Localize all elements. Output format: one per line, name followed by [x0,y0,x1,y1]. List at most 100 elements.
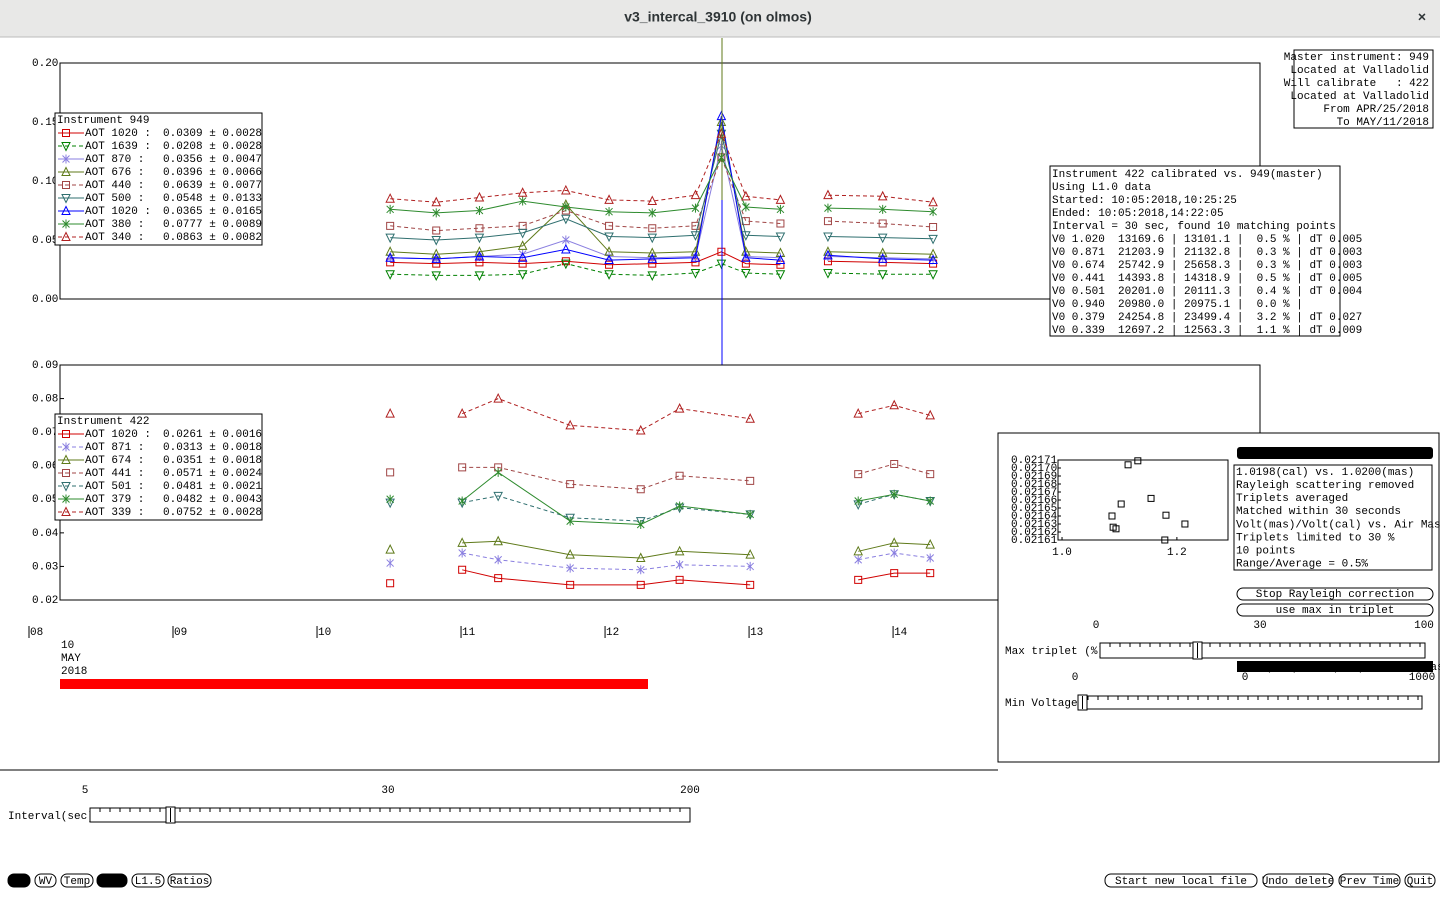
marker [889,537,900,547]
toolbar-button[interactable] [7,873,31,888]
marker [386,494,395,504]
toolbar-button-label[interactable]: Start new local file [1115,876,1247,888]
toolbar-button-label[interactable]: Prev Time [1340,876,1399,888]
marker [431,253,442,263]
legend-name: AOT 379 : [85,494,144,506]
toolbar-button[interactable] [34,873,57,888]
x-tick-label: 13 [750,627,763,639]
toolbar-button[interactable] [60,873,94,888]
legend-name: AOT 1020 : [85,128,151,140]
marker [890,460,899,469]
legend-stat: 0.0571 ± 0.0024 [163,468,262,480]
calib-line: Started: 10:05:2018,10:25:25 [1052,195,1237,207]
panel-button[interactable] [1236,603,1434,617]
info-line: 1.0198(cal) vs. 1.0200(mas) [1236,467,1414,479]
toolbar-button-label[interactable]: Quit [1407,876,1433,888]
close-button[interactable]: × [1418,9,1426,25]
marker [62,494,70,504]
toolbar-button-label[interactable]: L1.5 [135,876,161,888]
y-tick-label: 0.20 [32,58,58,70]
master-info: Located at Valladolid [1290,91,1429,103]
marker [877,270,888,280]
legend-stat: 0.0863 ± 0.0082 [163,232,262,244]
marker [890,569,899,578]
marker [717,247,726,256]
marker [62,154,70,164]
series-line [390,121,934,255]
toolbar-button-label[interactable]: Undo delete [1262,876,1335,888]
x-tick-label: 08 [30,627,43,639]
slider-scale: 30 [381,785,394,797]
marker [386,204,395,214]
slider-track[interactable] [1099,642,1426,659]
toolbar-button-label[interactable]: Ratios [170,876,210,888]
master-info: Master instrument: 949 [1284,52,1429,64]
info-line: Volt(mas)/Volt(cal) vs. Air Mass [1236,519,1440,531]
marker [691,203,700,213]
marker [746,561,755,571]
marker [854,496,863,506]
toolbar-button[interactable] [1338,873,1401,888]
x-tick-label: 1.0 [1052,547,1072,559]
marker [690,269,701,279]
marker [746,509,755,519]
y-tick-label: 0.02163 [1011,519,1057,531]
marker [385,270,395,280]
toolbar-button[interactable] [1262,873,1334,888]
marker [717,152,726,162]
toolbar-button[interactable] [1104,873,1258,888]
toolbar-button[interactable] [96,873,128,888]
marker [518,259,527,268]
legend-name: AOT 339 : [85,507,144,519]
marker [746,476,755,485]
marker [746,580,755,589]
marker [566,516,575,526]
toolbar-button-label[interactable]: WV [39,876,53,888]
calib-line: V0 1.020 13169.6 | 13101.1 | 0.5 % | dT … [1052,234,1362,246]
toolbar-button-label[interactable]: L1.0 [99,876,125,888]
marker [561,259,571,270]
toolbar-button[interactable] [1404,873,1436,888]
mode-bar-text: Volt(mas)/Volt(cal) vs. Air Mass [1239,662,1440,674]
y-tick-label: 0.02161 [1011,535,1058,547]
marker [824,203,832,213]
marker [494,463,503,472]
marker [890,489,899,499]
marker [565,513,575,524]
toolbar-button-label[interactable]: Temp [64,876,90,888]
marker [675,575,684,584]
marker [776,219,785,228]
marker [474,246,485,256]
marker [877,233,888,244]
scatter-point [1124,461,1132,469]
marker [385,544,395,554]
slider-scale: 0 [1072,672,1079,684]
marker [691,221,700,230]
marker [823,232,833,243]
toolbar-button[interactable] [167,873,212,888]
marker [647,233,658,244]
panel-button-label[interactable]: Stop Rayleigh correction [1256,589,1414,601]
marker [517,270,528,280]
marker [604,254,614,265]
toolbar-button-label[interactable]: AOT [9,876,29,888]
marker [775,194,786,204]
legend-stat: 0.0482 ± 0.0043 [163,494,262,506]
series-line [390,133,934,241]
marker [854,470,863,479]
slider-track[interactable] [1077,695,1423,710]
series-line [390,116,934,261]
marker [889,399,900,410]
panel-button-label[interactable]: use max in triplet [1276,605,1395,617]
marker [458,496,467,506]
toolbar-button[interactable] [131,873,165,888]
marker [647,253,658,263]
marker [517,252,528,262]
info-box [1233,464,1433,571]
slider-scale: 5 [82,785,89,797]
marker [691,258,700,267]
calib-line: Using L1.0 data [1052,182,1151,194]
y-tick-label: 0.02169 [1011,471,1057,483]
legend-name: AOT 500 : [85,193,144,205]
panel-button[interactable] [1236,587,1434,601]
